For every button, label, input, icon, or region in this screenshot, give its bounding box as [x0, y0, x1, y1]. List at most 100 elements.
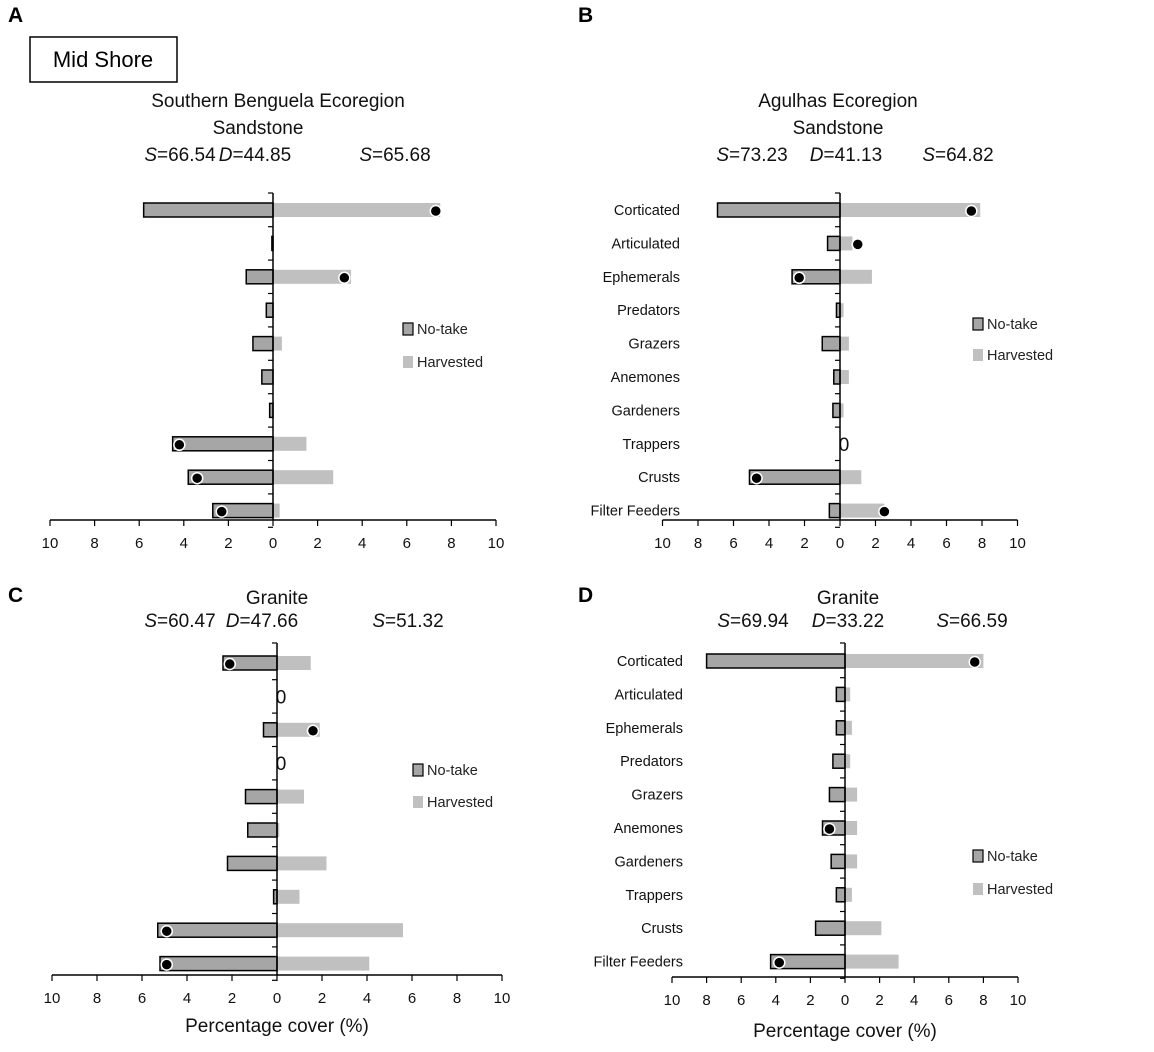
significance-dot [215, 505, 228, 518]
x-tick-label: 8 [453, 990, 461, 1007]
bar-harvested [273, 203, 441, 217]
bar-no-take [247, 822, 278, 838]
x-tick-label: 4 [358, 535, 366, 552]
category-label: Trappers [626, 888, 683, 904]
x-tick-label: 4 [765, 535, 773, 552]
bar-harvested [840, 303, 844, 318]
bar-no-take [157, 922, 278, 938]
significance-dot [851, 238, 864, 251]
bar-harvested [845, 854, 858, 869]
significance-dot [878, 505, 891, 518]
x-tick-label: 6 [942, 535, 950, 552]
bar-no-take [261, 369, 274, 385]
x-tick-label: 10 [664, 992, 681, 1009]
category-label: Ephemerals [606, 721, 683, 737]
mid-shore-box [29, 36, 178, 83]
bar-no-take [830, 853, 846, 870]
x-tick-label: 2 [228, 990, 236, 1007]
x-tick-label: 8 [702, 992, 710, 1009]
category-label: Corticated [614, 203, 680, 219]
category-label: Gardeners [611, 403, 680, 419]
category-label: Predators [617, 303, 680, 319]
x-tick-label: 10 [42, 535, 59, 552]
bar-harvested [840, 503, 885, 518]
x-axis-label: Percentage cover (%) [185, 1016, 369, 1037]
legend-label-harvested: Harvested [417, 355, 483, 371]
significance-dot [968, 655, 981, 669]
significance-dot [160, 924, 173, 938]
x-tick-label: 10 [494, 990, 511, 1007]
significance-dot [773, 956, 786, 969]
x-tick-label: 4 [183, 990, 191, 1007]
legend-swatch-no-take [972, 849, 984, 863]
x-tick-label: 0 [836, 535, 844, 552]
bar-harvested [840, 269, 872, 284]
stat-label-s: S=65.68 [359, 145, 430, 166]
bar-harvested [845, 954, 899, 969]
x-tick-label: 2 [224, 535, 232, 552]
x-tick-label: 0 [841, 992, 849, 1009]
legend-swatch-harvested [973, 883, 983, 895]
bar-no-take [716, 202, 841, 218]
legend-label-no-take: No-take [987, 849, 1038, 865]
bar-harvested [845, 821, 858, 835]
category-label: Predators [620, 754, 683, 770]
category-label: Grazers [628, 337, 680, 353]
bar-no-take [265, 302, 274, 318]
panel-title: Southern Benguela Ecoregion [151, 91, 405, 112]
stat-label-s: S=60.47 [144, 611, 215, 632]
panel-letter: D [578, 584, 593, 607]
x-tick-label: 2 [806, 992, 814, 1009]
bar-harvested [845, 754, 851, 769]
panel-subtitle: Granite [817, 588, 879, 609]
panel-letter: A [8, 4, 23, 27]
mid-shore-label: Mid Shore [53, 47, 153, 72]
stat-label-s: S=69.94 [717, 611, 789, 632]
x-tick-label: 10 [654, 535, 671, 552]
x-tick-label: 2 [875, 992, 883, 1009]
bar-harvested [273, 470, 334, 485]
zero-label: 0 [276, 754, 287, 775]
x-tick-label: 10 [44, 990, 61, 1007]
bar-harvested [277, 856, 327, 871]
x-tick-label: 6 [138, 990, 146, 1007]
bar-no-take [835, 686, 846, 703]
bar-harvested [277, 823, 280, 837]
stat-label-d: D=44.85 [219, 145, 291, 166]
x-tick-label: 2 [871, 535, 879, 552]
bar-no-take [748, 469, 841, 485]
x-tick-label: 8 [90, 535, 98, 552]
x-tick-label: 4 [363, 990, 371, 1007]
category-label: Filter Feeders [594, 955, 683, 971]
category-label: Corticated [617, 654, 683, 670]
bar-no-take [171, 436, 274, 452]
significance-dot [823, 822, 836, 836]
bar-no-take [835, 887, 846, 903]
x-tick-label: 4 [772, 992, 780, 1009]
bar-no-take [828, 786, 846, 803]
stat-label-s: S=66.59 [936, 611, 1007, 632]
bar-no-take [832, 753, 846, 769]
category-label: Filter Feeders [591, 504, 680, 520]
legend-label-no-take: No-take [987, 317, 1038, 333]
x-tick-label: 2 [800, 535, 808, 552]
bar-harvested [277, 889, 300, 904]
legend-swatch-harvested [973, 349, 983, 361]
stat-label-s: S=64.82 [922, 145, 993, 166]
x-tick-label: 10 [1009, 535, 1026, 552]
bar-harvested [845, 720, 852, 735]
bar-harvested [840, 370, 849, 384]
category-label: Articulated [614, 687, 683, 703]
bar-harvested [845, 687, 851, 702]
legend-swatch-no-take [402, 322, 414, 336]
panel-subtitle: Sandstone [793, 118, 884, 139]
panel-letter: C [8, 584, 23, 607]
panel-letter: B [578, 4, 593, 27]
category-label: Anemones [614, 821, 683, 837]
significance-dot [190, 471, 204, 485]
stat-label-s: S=66.54 [144, 145, 216, 166]
category-label: Anemones [611, 370, 680, 386]
bar-harvested [273, 436, 307, 451]
bar-no-take [245, 269, 274, 285]
bar-no-take [159, 955, 278, 972]
